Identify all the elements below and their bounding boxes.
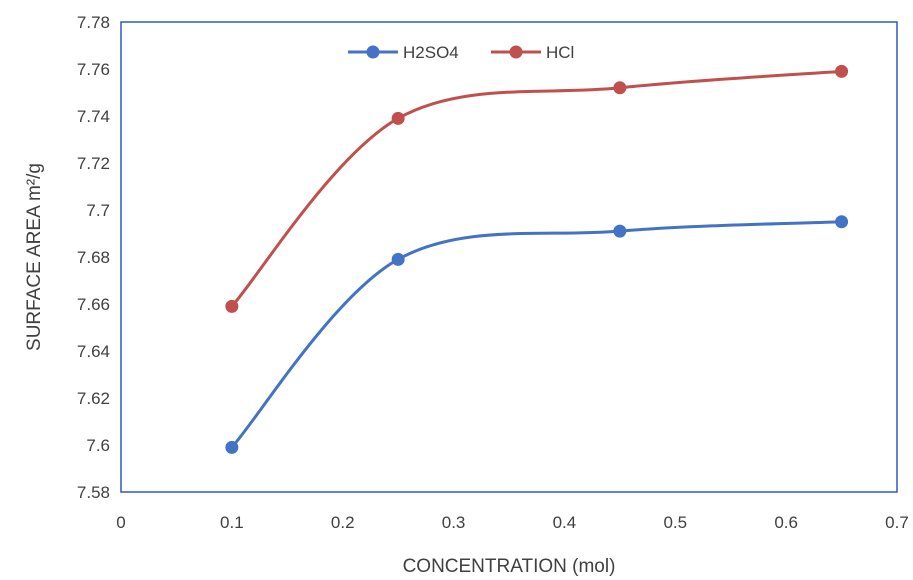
data-point-hcl bbox=[391, 111, 405, 125]
legend-marker-h2so4 bbox=[366, 45, 380, 59]
x-tick-label: 0.2 bbox=[331, 513, 355, 532]
y-tick-label: 7.72 bbox=[77, 154, 110, 173]
legend-label-h2so4: H2SO4 bbox=[403, 43, 459, 62]
y-tick-label: 7.58 bbox=[77, 483, 110, 502]
legend: H2SO4 HCl bbox=[348, 43, 574, 62]
y-tick-label: 7.7 bbox=[86, 201, 110, 220]
legend-marker-hcl bbox=[509, 45, 523, 59]
x-tick-label: 0.6 bbox=[774, 513, 798, 532]
series-layer bbox=[225, 64, 849, 454]
data-point-hcl bbox=[225, 299, 239, 313]
x-tick-label: 0.4 bbox=[553, 513, 577, 532]
y-tick-label: 7.66 bbox=[77, 295, 110, 314]
data-point-hcl bbox=[613, 81, 627, 95]
y-tick-label: 7.64 bbox=[77, 342, 110, 361]
x-axis-ticks: 0 0.1 0.2 0.3 0.4 0.5 0.6 0.7 bbox=[116, 513, 909, 532]
x-tick-label: 0 bbox=[116, 513, 125, 532]
legend-item-hcl: HCl bbox=[491, 43, 574, 62]
y-tick-label: 7.62 bbox=[77, 389, 110, 408]
data-point-h2so4 bbox=[225, 440, 239, 454]
x-tick-label: 0.3 bbox=[442, 513, 466, 532]
data-point-hcl bbox=[835, 64, 849, 78]
plot-area-border bbox=[120, 21, 898, 493]
x-axis-title: CONCENTRATION (mol) bbox=[403, 556, 616, 577]
y-axis-ticks: 7.58 7.6 7.62 7.64 7.66 7.68 7.7 7.72 7.74 7.76 7.… bbox=[77, 13, 110, 502]
y-tick-label: 7.68 bbox=[77, 248, 110, 267]
legend-item-h2so4: H2SO4 bbox=[348, 43, 459, 62]
x-tick-label: 0.1 bbox=[220, 513, 244, 532]
legend-label-hcl: HCl bbox=[546, 43, 574, 62]
y-axis-title: SURFACE AREA m²/g bbox=[24, 163, 45, 351]
data-point-h2so4 bbox=[391, 252, 405, 266]
y-tick-label: 7.74 bbox=[77, 107, 110, 126]
series-line-h2so4 bbox=[230, 220, 842, 449]
data-point-h2so4 bbox=[835, 215, 849, 229]
y-tick-label: 7.76 bbox=[77, 60, 110, 79]
series-line-hcl bbox=[230, 69, 842, 308]
y-tick-label: 7.78 bbox=[77, 13, 110, 32]
data-point-h2so4 bbox=[613, 224, 627, 238]
x-tick-label: 0.7 bbox=[885, 513, 909, 532]
y-tick-label: 7.6 bbox=[86, 436, 110, 455]
x-tick-label: 0.5 bbox=[663, 513, 687, 532]
